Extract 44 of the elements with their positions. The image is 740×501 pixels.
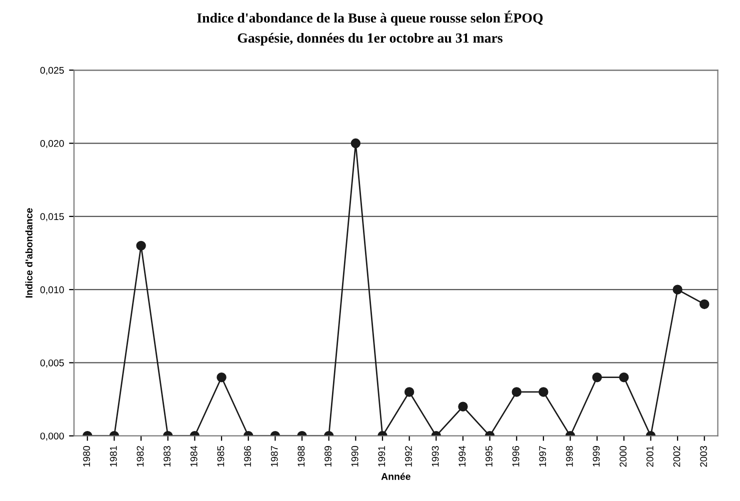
x-tick-label: 2002 bbox=[673, 446, 680, 467]
x-tick-label: 1982 bbox=[136, 446, 144, 466]
y-axis-title: Indice d'abondance bbox=[25, 208, 32, 298]
chart-title: Indice d'abondance de la Buse à queue rousse selon ÉPOQ bbox=[197, 10, 543, 26]
point bbox=[619, 372, 629, 382]
y-tick-label: 0,020 bbox=[40, 140, 64, 148]
point bbox=[458, 402, 468, 412]
x-tick-label: 2003 bbox=[700, 446, 707, 467]
x-tick-label: 1984 bbox=[190, 446, 198, 466]
point bbox=[538, 387, 548, 397]
x-tick-label: 1986 bbox=[244, 446, 251, 466]
x-tick-label: 1989 bbox=[324, 446, 332, 466]
point bbox=[512, 387, 522, 397]
chart-subtitle: Gaspésie, données du 1er octobre au 31 mars bbox=[238, 32, 503, 46]
x-tick-label: 2000 bbox=[620, 446, 627, 467]
point bbox=[404, 387, 414, 397]
x-tick-label: 1987 bbox=[270, 446, 278, 466]
y-tick-label: 0,000 bbox=[40, 432, 64, 441]
x-tick-label: 1994 bbox=[458, 446, 466, 466]
x-tick-label: 1996 bbox=[512, 446, 520, 466]
x-tick-label: 1983 bbox=[164, 446, 170, 466]
x-tick-label: 1990 bbox=[351, 446, 358, 466]
y-tick-label: 0,010 bbox=[40, 286, 64, 294]
x-tick-label: 1997 bbox=[539, 446, 546, 466]
x-tick-label: 1993 bbox=[432, 446, 439, 466]
y-tick-label: 0,005 bbox=[40, 359, 64, 368]
point bbox=[672, 284, 682, 294]
point bbox=[216, 372, 226, 382]
x-tick-label: 2001 bbox=[646, 446, 654, 467]
point bbox=[136, 240, 146, 251]
y-tick-label: 0,025 bbox=[40, 66, 64, 75]
y-tick-label: 0,015 bbox=[40, 213, 64, 222]
x-tick-label: 1992 bbox=[405, 446, 412, 466]
x-tick-label: 1981 bbox=[110, 446, 117, 466]
x-tick-label: 1980 bbox=[83, 446, 90, 466]
x-tick-label: 1995 bbox=[486, 446, 492, 466]
x-tick-label: 1999 bbox=[592, 446, 600, 466]
point bbox=[700, 299, 710, 310]
point bbox=[592, 372, 602, 382]
x-axis-title: Année bbox=[381, 472, 410, 480]
x-tick-label: 1998 bbox=[566, 446, 573, 466]
x-tick-label: 1988 bbox=[298, 446, 305, 466]
x-tick-label: 1991 bbox=[378, 446, 386, 466]
x-tick-label: 1985 bbox=[217, 446, 224, 466]
